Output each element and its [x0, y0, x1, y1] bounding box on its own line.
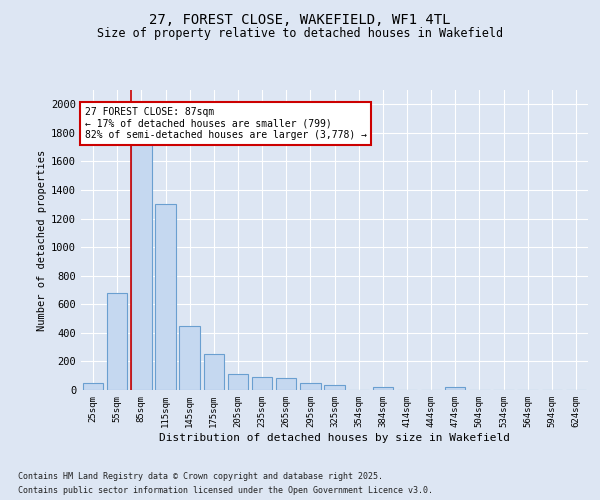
Text: Contains HM Land Registry data © Crown copyright and database right 2025.: Contains HM Land Registry data © Crown c… [18, 472, 383, 481]
Bar [373, 387, 393, 390]
Bar [276, 378, 296, 390]
Bar [155, 204, 176, 390]
Bar [83, 383, 103, 390]
Bar [179, 326, 200, 390]
Text: 27 FOREST CLOSE: 87sqm
← 17% of detached houses are smaller (799)
82% of semi-de: 27 FOREST CLOSE: 87sqm ← 17% of detached… [85, 107, 367, 140]
Text: 27, FOREST CLOSE, WAKEFIELD, WF1 4TL: 27, FOREST CLOSE, WAKEFIELD, WF1 4TL [149, 12, 451, 26]
Bar [252, 377, 272, 390]
Text: Contains public sector information licensed under the Open Government Licence v3: Contains public sector information licen… [18, 486, 433, 495]
Bar [203, 354, 224, 390]
Bar [107, 293, 127, 390]
Bar [131, 118, 152, 390]
Bar [445, 387, 466, 390]
Bar [324, 385, 345, 390]
X-axis label: Distribution of detached houses by size in Wakefield: Distribution of detached houses by size … [159, 432, 510, 442]
Text: Size of property relative to detached houses in Wakefield: Size of property relative to detached ho… [97, 28, 503, 40]
Bar [227, 374, 248, 390]
Y-axis label: Number of detached properties: Number of detached properties [37, 150, 47, 330]
Bar [300, 383, 320, 390]
